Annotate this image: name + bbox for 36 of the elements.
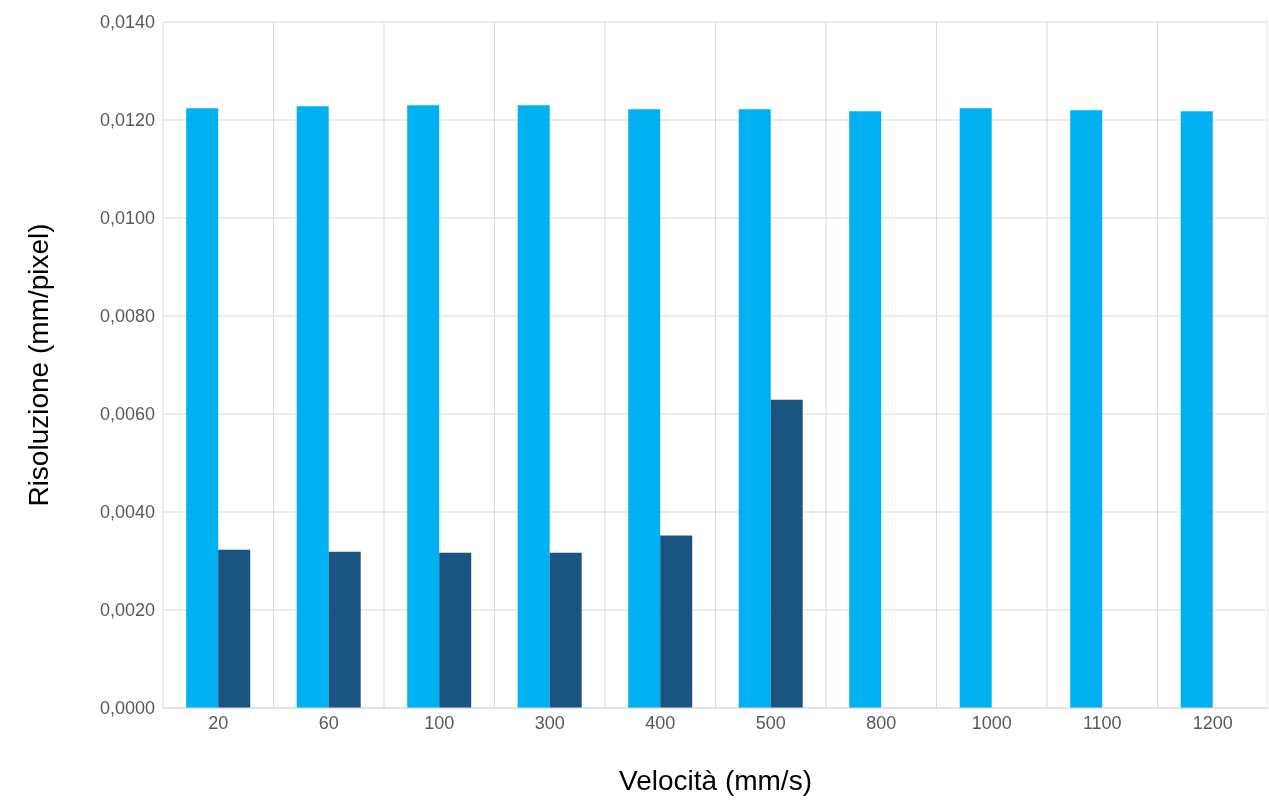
y-tick-label: 0,0000 <box>99 698 155 719</box>
y-tick-label: 0,0120 <box>99 110 155 131</box>
bar <box>959 108 992 708</box>
bar <box>1070 110 1103 708</box>
y-tick-label: 0,0140 <box>99 12 155 33</box>
x-tick-label: 60 <box>318 712 339 733</box>
bar <box>218 549 251 708</box>
x-tick-label: 800 <box>866 712 897 733</box>
bar <box>517 105 550 708</box>
bar <box>770 399 803 708</box>
y-tick-label: 0,0100 <box>99 208 155 229</box>
bar <box>628 109 661 708</box>
bar <box>186 108 219 708</box>
bar <box>407 105 440 708</box>
bar <box>849 111 882 708</box>
bar <box>738 109 771 708</box>
x-tick-label: 1200 <box>1192 712 1233 733</box>
bar <box>660 535 693 708</box>
x-tick-label: 100 <box>424 712 455 733</box>
x-axis-title: Velocità (mm/s) <box>619 765 812 796</box>
y-tick-label: 0,0040 <box>99 502 155 523</box>
x-tick-label: 20 <box>208 712 229 733</box>
x-tick-label: 1100 <box>1082 712 1122 733</box>
x-tick-label: 300 <box>534 712 565 733</box>
x-tick-label: 1000 <box>971 712 1012 733</box>
bar <box>439 552 472 708</box>
bar <box>328 551 361 708</box>
x-tick-label: 500 <box>755 712 786 733</box>
bar <box>1180 111 1213 708</box>
bar <box>296 106 329 708</box>
x-tick-label: 400 <box>645 712 676 733</box>
y-axis-title: Risoluzione (mm/pixel) <box>22 223 54 507</box>
y-tick-label: 0,0080 <box>99 306 155 327</box>
bar <box>549 552 582 708</box>
y-tick-label: 0,0060 <box>99 404 155 425</box>
y-tick-label: 0,0020 <box>99 600 155 621</box>
